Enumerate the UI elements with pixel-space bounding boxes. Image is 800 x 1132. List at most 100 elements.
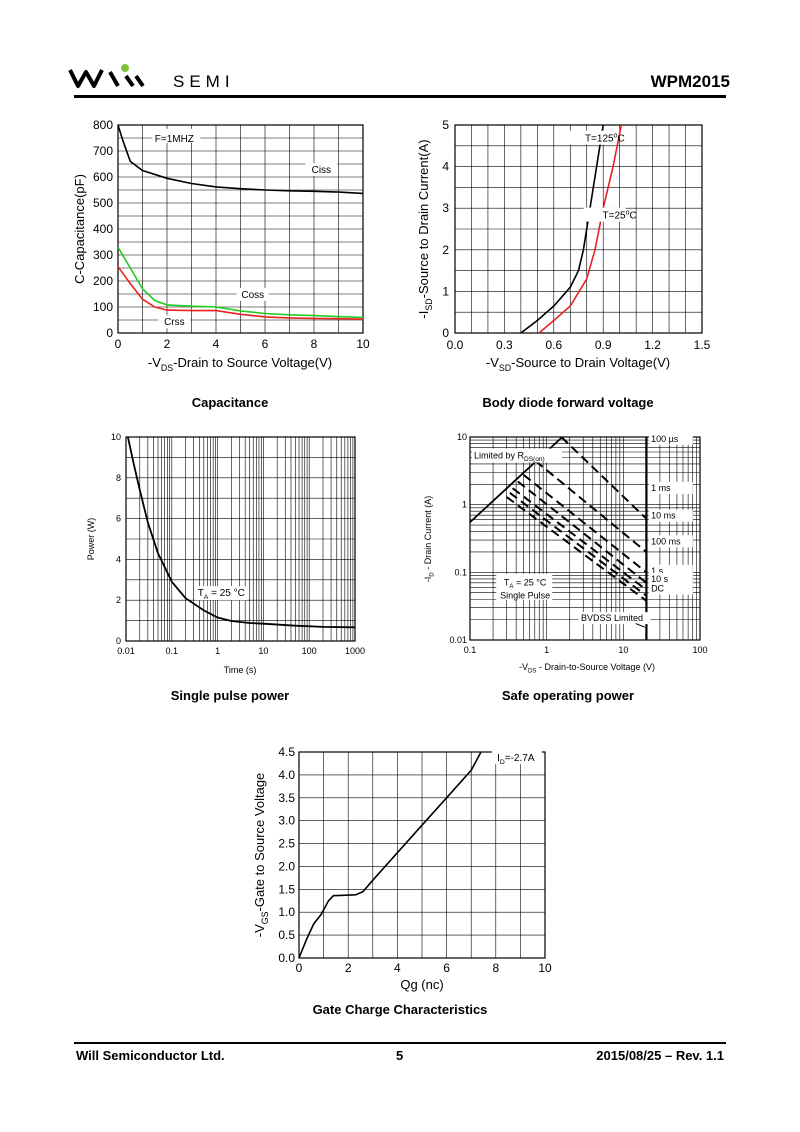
- pulse-line: [535, 460, 648, 553]
- y-tick-label: 400: [93, 222, 113, 236]
- y-axis-label: -ISD-Source to Drain Current(A): [416, 139, 434, 318]
- x-axis-label: -VDS - Drain-to-Source Voltage (V): [519, 662, 655, 675]
- logo-i-stroke: [108, 71, 120, 87]
- y-tick-label: 10: [111, 432, 121, 442]
- x-tick-label: 1000: [345, 646, 365, 656]
- x-tick-label: 0.3: [496, 338, 513, 352]
- label-background: [568, 130, 611, 145]
- x-axis-label: Time (s): [224, 665, 257, 675]
- pulse-label: 1 s: [651, 566, 664, 576]
- x-tick-label: 8: [492, 961, 499, 975]
- x-tick-label: 1.2: [644, 338, 661, 352]
- label-background: [496, 573, 553, 600]
- x-tick-label: 100: [302, 646, 317, 656]
- x-tick-label: 1.5: [694, 338, 711, 352]
- series-label-coss: Coss: [241, 290, 264, 301]
- label-background: [648, 582, 693, 595]
- x-tick-label: 0.9: [595, 338, 612, 352]
- header-rule: [74, 95, 726, 98]
- y-tick-label: 4.5: [278, 745, 295, 759]
- y-tick-label: 3.5: [278, 791, 295, 805]
- y-axis-label: Power (W): [86, 518, 96, 561]
- label-background: [236, 287, 269, 301]
- x-tick-label: 10: [356, 337, 370, 351]
- label-background: [648, 535, 693, 548]
- x-axis-label: -VSD-Source to Drain Voltage(V): [486, 355, 670, 373]
- x-tick-label: 0.0: [447, 338, 464, 352]
- pulse-label: 100 ms: [651, 536, 681, 546]
- gate-charge-chart: 0 2 4 6 8 10 0.0 0.5 1.0 1.5 2.0 2.5 3.0 3.5 4.0 4.5 Qg …: [252, 745, 552, 992]
- label-background: [472, 448, 562, 463]
- single-pulse-caption: Single pulse power: [170, 688, 290, 703]
- company-logo: SEMI: [68, 64, 235, 91]
- x-tick-label: 2: [164, 337, 171, 351]
- pulse-line: [506, 496, 647, 602]
- rds-limit-label: Limited by RDS(on): [474, 451, 545, 464]
- x-axis-label: Qg (nc): [400, 977, 443, 992]
- y-tick-label: 0: [106, 326, 113, 340]
- x-tick-label: 10: [618, 645, 628, 655]
- y-tick-label: 0.1: [454, 567, 467, 577]
- label-background: [305, 163, 338, 177]
- drain-current-annotation: ID=-2.7A: [497, 753, 535, 766]
- y-tick-label: 2.5: [278, 837, 295, 851]
- pulse-line: [511, 487, 648, 591]
- label-background: [648, 509, 693, 522]
- x-tick-label: 1: [544, 645, 549, 655]
- series-line-t125: [520, 124, 604, 334]
- x-tick-label: 1: [215, 646, 220, 656]
- logo-w-mark: [68, 69, 104, 88]
- pulse-label: 10 s: [651, 574, 669, 584]
- series-line-crss: [117, 266, 364, 320]
- series-label-crss: Crss: [164, 317, 185, 328]
- label-background: [648, 572, 693, 585]
- y-tick-label: 0.0: [278, 951, 295, 965]
- label-background: [152, 128, 201, 143]
- x-tick-label: 6: [262, 337, 269, 351]
- single-pulse-label: Single Pulse: [500, 591, 550, 601]
- temperature-annotation: TA = 25 °C: [198, 588, 245, 601]
- footer-rule: [74, 1042, 726, 1044]
- x-tick-label: 8: [311, 337, 318, 351]
- pulse-label: DC: [651, 584, 664, 594]
- y-tick-label: 300: [93, 248, 113, 262]
- x-tick-label: 100: [692, 645, 707, 655]
- series-line-ciss: [117, 124, 364, 195]
- x-tick-label: 0.1: [166, 646, 179, 656]
- label-background: [491, 750, 542, 765]
- pulse-label: 1 ms: [651, 483, 671, 493]
- y-tick-label: 4: [116, 554, 121, 564]
- y-tick-label: 700: [93, 144, 113, 158]
- y-tick-label: 4.0: [278, 768, 295, 782]
- x-tick-label: 10: [258, 646, 268, 656]
- series-label-t25: T=25oC: [603, 210, 637, 222]
- y-tick-label: 4: [442, 160, 449, 174]
- x-tick-label: 4: [394, 961, 401, 975]
- capacitance-chart: 0 2 4 6 8 100100200300400500600700800-VDS-Dra…: [72, 118, 370, 373]
- label-background: [158, 315, 191, 329]
- plot-frame: [298, 751, 546, 959]
- y-tick-label: 1: [442, 284, 449, 298]
- plot-frame: [125, 436, 356, 642]
- y-tick-label: 1: [462, 500, 467, 510]
- y-tick-label: 3: [442, 201, 449, 215]
- logo-l-strokes: [124, 74, 145, 88]
- y-tick-label: 200: [93, 274, 113, 288]
- part-number: WPM2015: [650, 72, 730, 91]
- pulse-line: [509, 492, 648, 597]
- footer-page-number: 5: [396, 1048, 404, 1063]
- logo-text: SEMI: [173, 72, 235, 91]
- y-tick-label: 2.0: [278, 859, 295, 873]
- x-tick-label: 2: [345, 961, 352, 975]
- y-tick-label: 6: [116, 514, 121, 524]
- pulse-label: 100 µs: [651, 434, 679, 444]
- label-background: [648, 481, 693, 494]
- footer-date-revision: 2015/08/25 – Rev. 1.1: [596, 1048, 724, 1063]
- series-label-ciss: Ciss: [312, 165, 331, 176]
- y-tick-label: 8: [116, 473, 121, 483]
- y-tick-label: 0: [442, 326, 449, 340]
- x-tick-label: 0.1: [464, 645, 477, 655]
- series-label-t125: T=125oC: [585, 133, 625, 145]
